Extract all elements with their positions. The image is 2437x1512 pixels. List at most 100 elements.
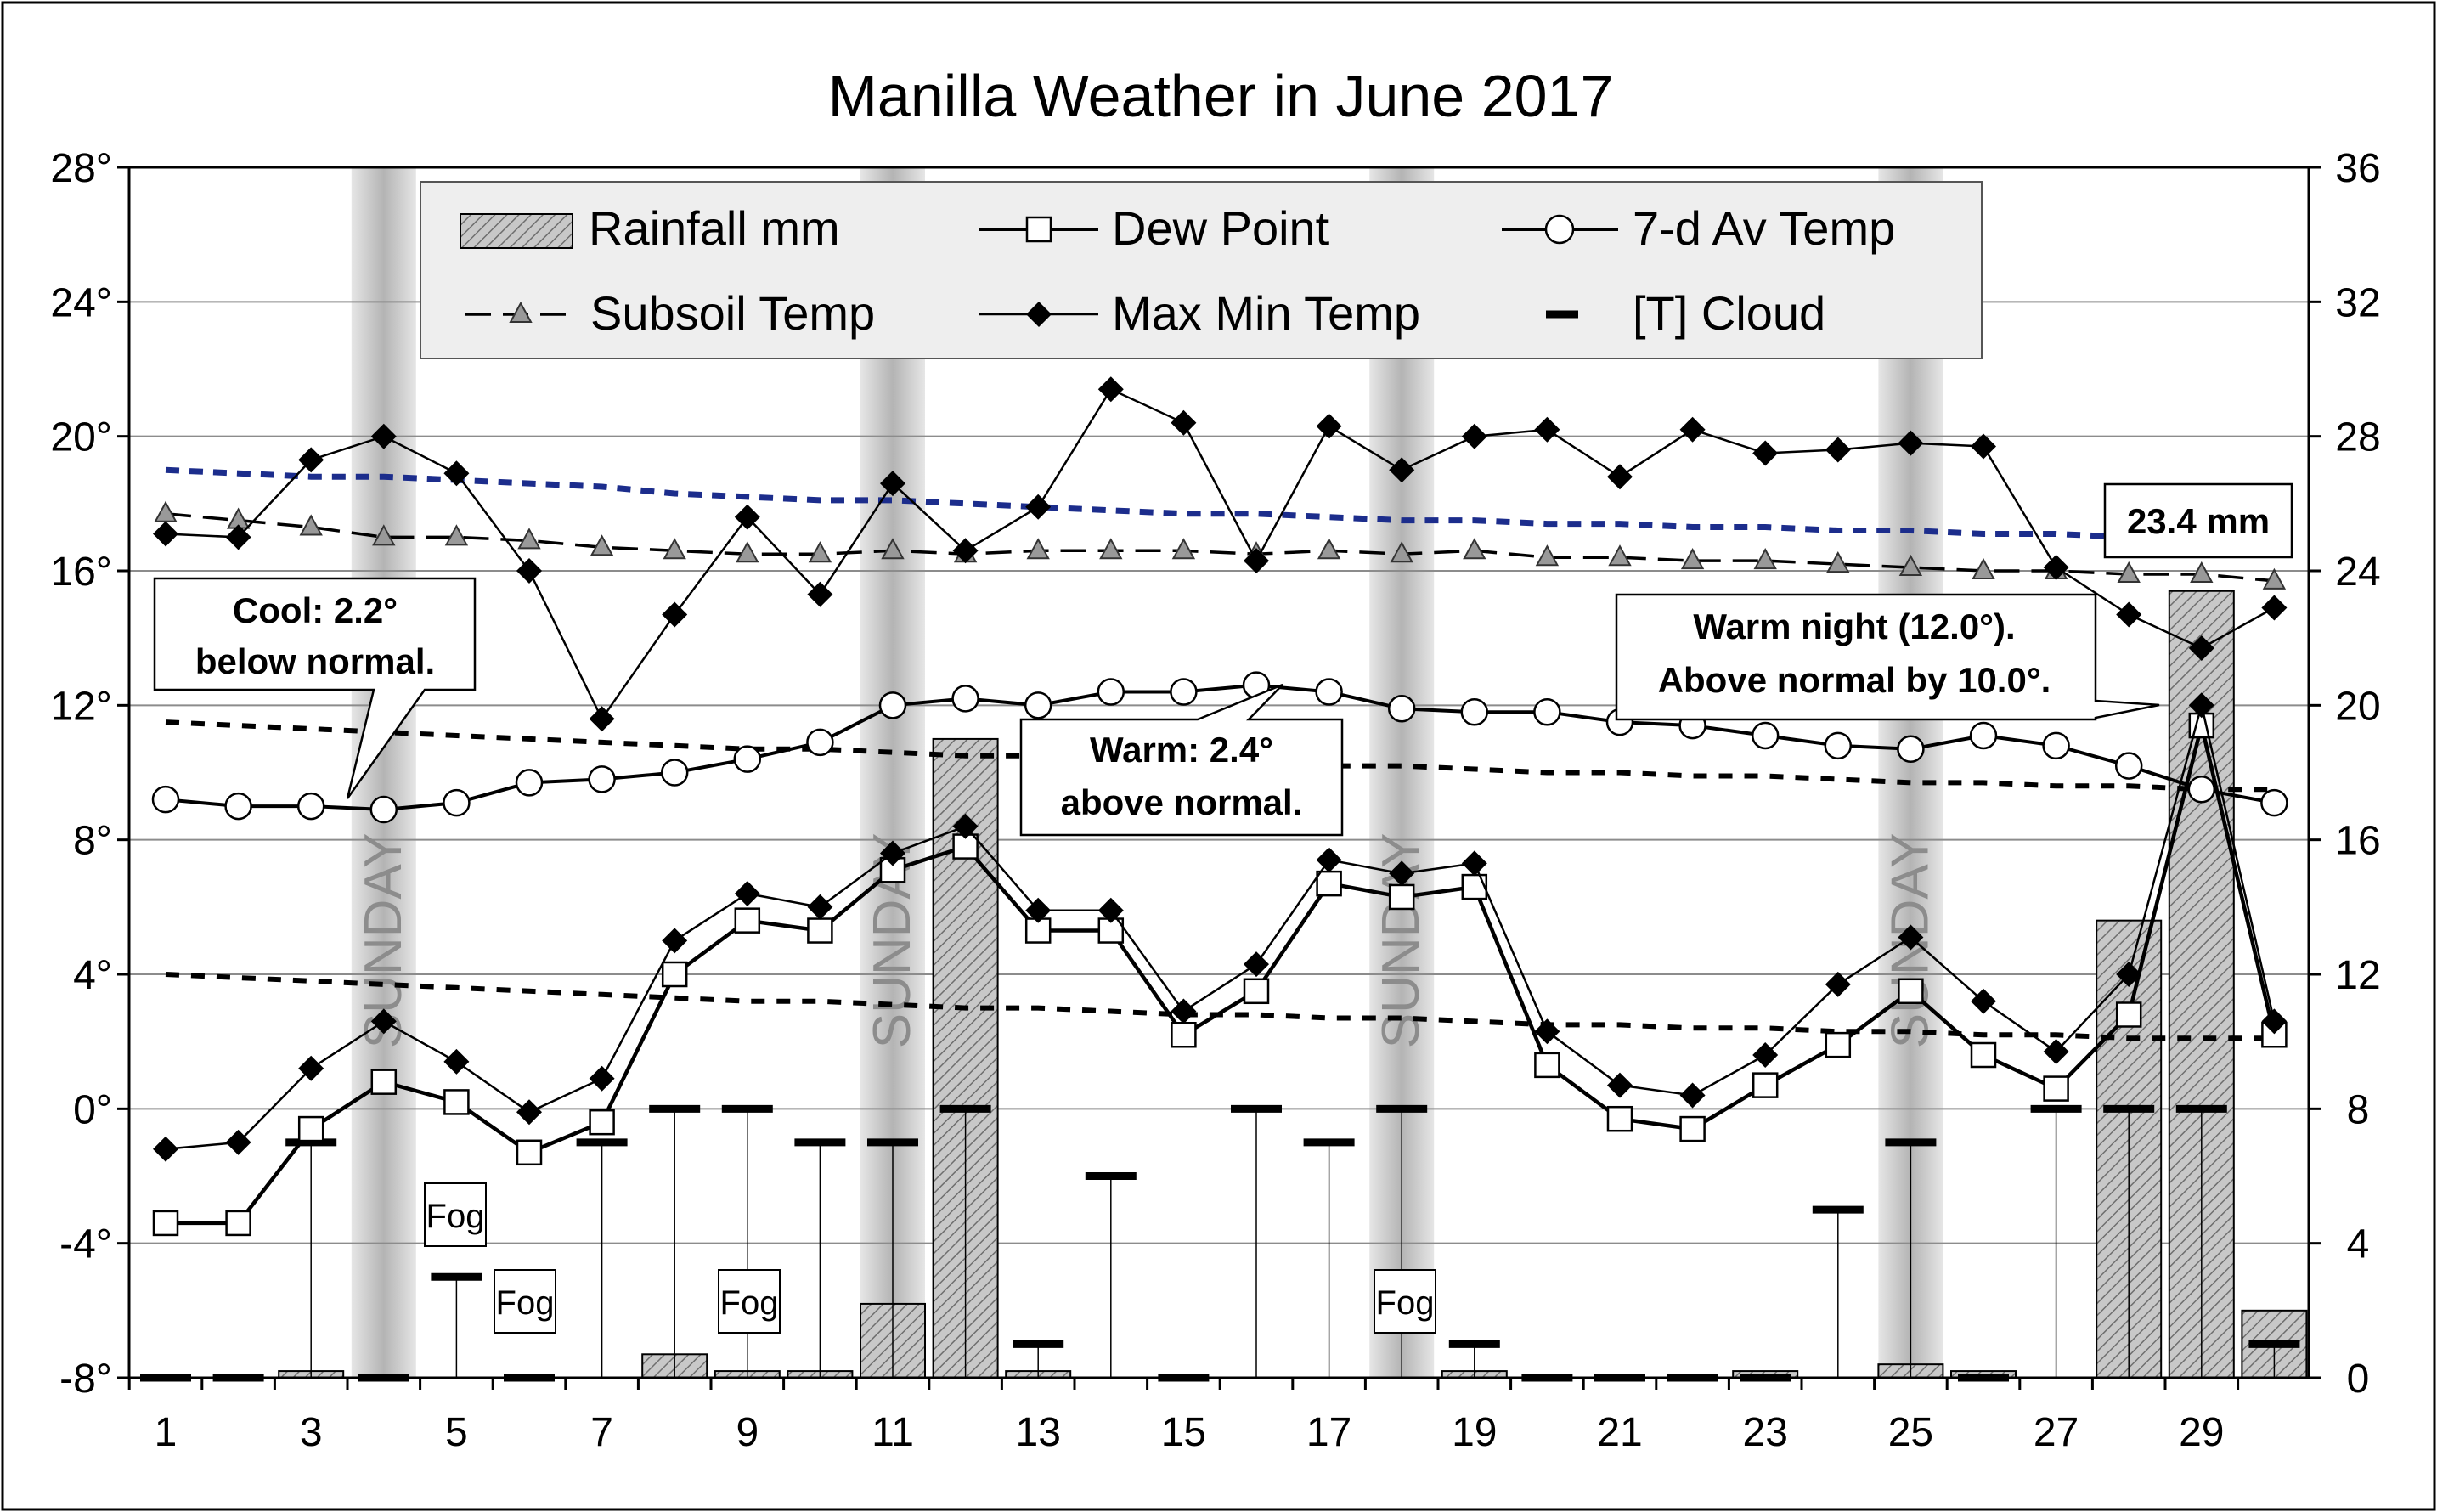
min-temp-point	[298, 1055, 324, 1081]
normal-max-line	[165, 466, 2275, 544]
dew-point-point	[2115, 1001, 2142, 1028]
fog-label-box	[424, 1182, 487, 1247]
min-temp-point	[1752, 1042, 1779, 1068]
callout-night-line1: Warm night (12.0°).	[1693, 606, 2015, 646]
legend-box	[420, 181, 1983, 359]
dew-point-point	[1606, 1105, 1633, 1132]
legend-subsoil-label: Subsoil Temp	[590, 286, 875, 340]
right-tick-label: 12	[2335, 953, 2380, 998]
left-tick-label: 12°	[50, 684, 112, 729]
min-temp-point	[662, 928, 688, 954]
max-temp-point	[2261, 595, 2288, 621]
dew-point-point	[807, 917, 833, 944]
subsoil-point	[1535, 544, 1560, 567]
avg-temp-point	[1969, 721, 1998, 750]
dew-point-point	[1171, 1022, 1197, 1048]
min-temp-point	[1316, 847, 1342, 873]
subsoil-line	[165, 511, 2275, 583]
callout-night-line2: Above normal by 10.0°.	[1658, 660, 2051, 700]
max-temp-point	[1244, 548, 1269, 574]
max-temp-point	[1097, 376, 1124, 403]
avg-temp-point	[1315, 678, 1343, 706]
right-tick-label: 8	[2347, 1087, 2370, 1132]
subsoil-point	[1026, 538, 1050, 560]
x-tick-label: 13	[1016, 1410, 1061, 1455]
subsoil-point	[1826, 551, 1850, 573]
dew-point-point	[370, 1069, 398, 1095]
x-tick-label: 11	[872, 1410, 914, 1455]
min-temp-point	[2261, 1008, 2288, 1035]
x-tick-label: 19	[1452, 1410, 1497, 1455]
legend-rainfall-label: Rainfall mm	[589, 201, 840, 255]
callout-warm-box	[1019, 683, 1344, 837]
x-tick-label: 25	[1888, 1410, 1933, 1455]
min-temp-point	[1025, 897, 1052, 923]
max-temp-point	[443, 460, 470, 487]
x-tick-label: 1	[155, 1410, 178, 1455]
callout-cool-line2: below normal.	[195, 641, 435, 681]
x-tick-label: 29	[2179, 1410, 2224, 1455]
avg-temp-point	[1024, 691, 1052, 719]
dew-point-point	[1461, 873, 1488, 900]
avg-temp-point	[588, 765, 616, 793]
avg-temp-point	[2260, 788, 2288, 817]
max-temp-point	[1316, 413, 1342, 439]
avg-temp-point	[1824, 731, 1853, 760]
avg-temp-point	[369, 795, 398, 824]
subsoil-point	[1972, 557, 1995, 579]
min-temp-point	[2043, 1039, 2069, 1064]
max-temp-point	[1825, 437, 1851, 463]
avg-temp-point	[1387, 695, 1416, 723]
max-temp-point	[1898, 430, 1924, 456]
left-tick-label: 16°	[50, 550, 112, 595]
subsoil-point	[2190, 561, 2214, 583]
dew-point-point	[1534, 1052, 1560, 1079]
min-temp-point	[1607, 1072, 1633, 1098]
avg-temp-point	[1460, 698, 1489, 726]
avg-temp-point	[2187, 776, 2216, 804]
subsoil-point	[881, 538, 905, 560]
min-temp-point	[1534, 1018, 1560, 1045]
avg-temp-point	[806, 728, 834, 757]
max-temp-point	[516, 558, 542, 584]
dew-point-point	[661, 961, 688, 988]
subsoil-point	[808, 541, 832, 563]
subsoil-point	[372, 524, 396, 546]
max-temp-point	[952, 538, 979, 564]
avg-temp-point	[224, 792, 252, 821]
fog-label: Fog	[426, 1198, 485, 1235]
min-temp-point	[952, 813, 979, 839]
dew-point-point	[2261, 1022, 2288, 1048]
dew-point-point	[1752, 1072, 1779, 1098]
max-temp-point	[880, 471, 905, 497]
right-tick-label: 28	[2335, 415, 2380, 460]
right-tick-label: 36	[2335, 146, 2380, 191]
max-temp-point	[1679, 416, 1706, 443]
max-temp-point	[1171, 409, 1197, 436]
max-temp-point	[225, 524, 251, 550]
subsoil-point	[1390, 541, 1413, 563]
min-temp-point	[225, 1129, 251, 1155]
dew-point-point	[1243, 978, 1270, 1005]
subsoil-point	[1680, 548, 1705, 570]
dew-point-point	[1316, 870, 1342, 897]
dew-point-point	[443, 1089, 470, 1115]
right-tick-label: 24	[2335, 550, 2380, 595]
x-tick-label: 9	[736, 1410, 759, 1455]
subsoil-point	[444, 524, 469, 546]
subsoil-point	[1463, 538, 1486, 560]
callout-warm-line2: above normal.	[1061, 782, 1303, 822]
x-tick-label: 27	[2034, 1410, 2079, 1455]
min-temp-point	[880, 840, 905, 866]
left-tick-label: 8°	[73, 819, 112, 864]
legend-subsoil-marker	[509, 301, 533, 323]
max-temp-point	[1971, 433, 1996, 460]
callout-rain-label: 23.4 mm	[2127, 501, 2270, 541]
dew-point-point	[1679, 1115, 1706, 1142]
max-temp-point	[2043, 555, 2069, 580]
avg-temp-point	[1533, 698, 1561, 726]
min-temp-point	[2116, 962, 2142, 987]
min-temp-point	[1389, 860, 1415, 887]
min-temp-line	[165, 704, 2276, 1151]
